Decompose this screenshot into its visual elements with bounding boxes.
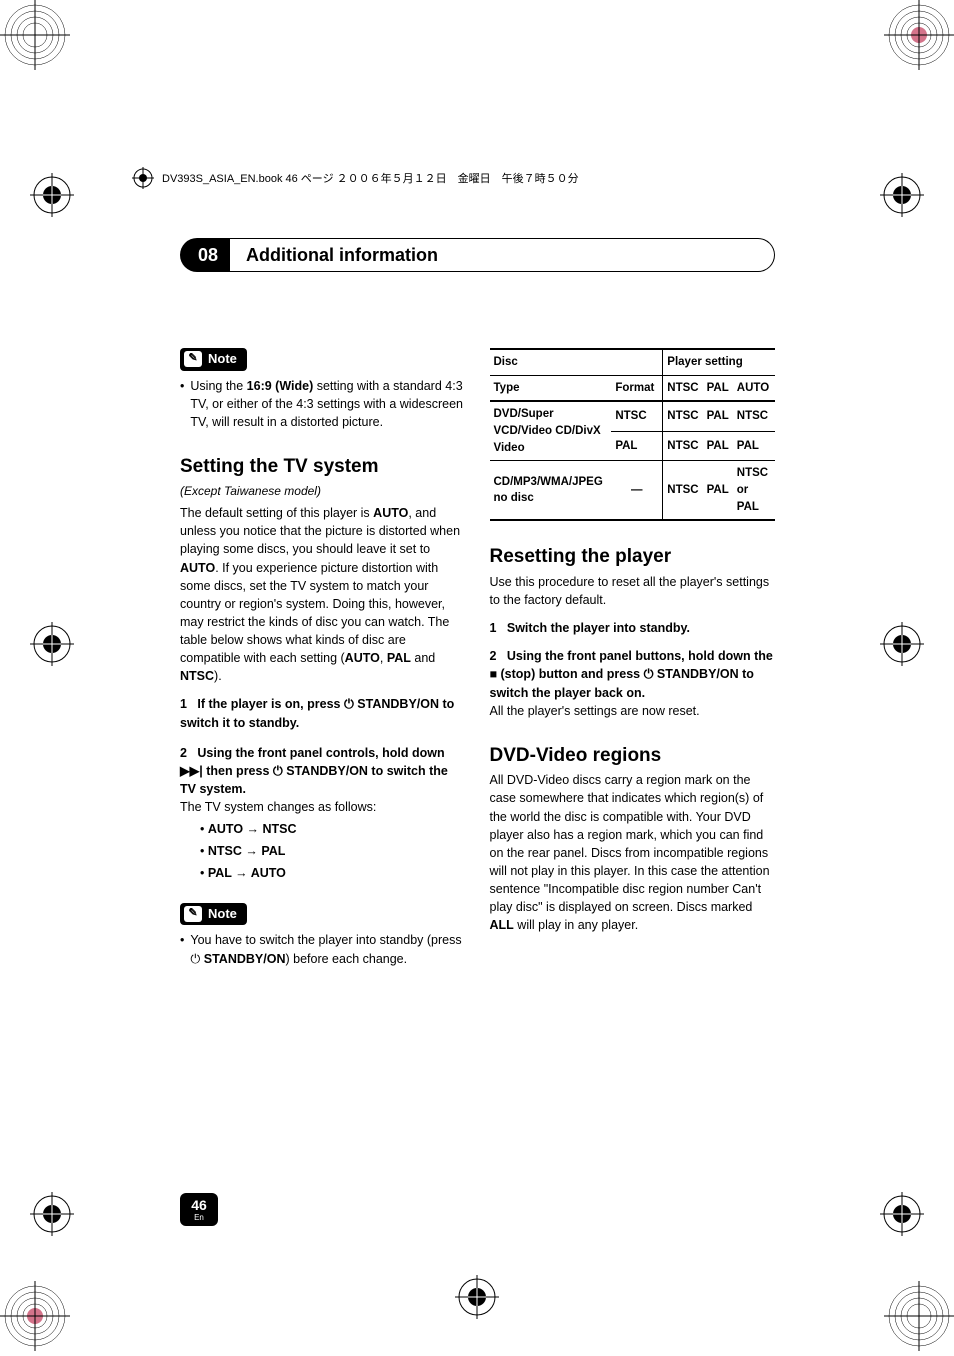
note-badge: ✎ Note (180, 348, 247, 371)
crop-mark (30, 1192, 74, 1236)
right-column: Disc Player setting Type Format NTSC PAL… (490, 348, 776, 970)
left-column: ✎ Note • Using the 16:9 (Wide) setting w… (180, 348, 466, 970)
note-badge: ✎ Note (180, 903, 247, 926)
tv-body: The default setting of this player is AU… (180, 504, 466, 685)
td-type2: CD/MP3/WMA/JPEG no disc (490, 461, 612, 521)
page-number-badge: 46 En (180, 1193, 218, 1226)
tv-changes: The TV system changes as follows: (180, 798, 466, 816)
crop-mark (880, 622, 924, 666)
heading-tv-system: Setting the TV system (180, 453, 466, 481)
td: PAL (703, 431, 733, 460)
crop-mark (880, 1192, 924, 1236)
td: NTSC (733, 401, 775, 431)
book-header: DV393S_ASIA_EN.book 46 ページ ２００６年５月１２日 金曜… (132, 167, 579, 189)
registration-mark-tl (0, 0, 70, 70)
note-label: Note (208, 350, 237, 369)
regions-body: All DVD-Video discs carry a region mark … (490, 771, 776, 934)
th-type: Type (490, 375, 612, 401)
tv-bullet2: • NTSC → PAL (180, 842, 466, 860)
heading-regions: DVD-Video regions (490, 742, 776, 770)
page-lang: En (190, 1213, 208, 1222)
td-fmt2: — (611, 461, 662, 521)
tv-step2: 2 Using the front panel controls, hold d… (180, 744, 466, 798)
crop-mark (30, 622, 74, 666)
crop-mark (455, 1275, 499, 1319)
chapter-header: 08 Additional information (180, 238, 775, 272)
td: NTSC (663, 461, 703, 521)
heading-reset: Resetting the player (490, 543, 776, 571)
tv-step1: 1 If the player is on, press ⏻ STANDBY/O… (180, 695, 466, 731)
th-auto: AUTO (733, 375, 775, 401)
th-pal: PAL (703, 375, 733, 401)
note-label: Note (208, 905, 237, 924)
bullet-dot: • (180, 377, 184, 431)
tv-bullet1: • AUTO → NTSC (180, 820, 466, 838)
pencil-icon: ✎ (184, 906, 202, 922)
crop-mark (880, 173, 924, 217)
reset-step2: 2 Using the front panel buttons, hold do… (490, 647, 776, 701)
td: PAL (703, 461, 733, 521)
registration-mark-bl (0, 1281, 70, 1351)
player-setting-table: Disc Player setting Type Format NTSC PAL… (490, 348, 776, 521)
crop-mark (30, 173, 74, 217)
th-disc: Disc (490, 349, 663, 375)
th-ntsc: NTSC (663, 375, 703, 401)
td: NTSC (663, 401, 703, 431)
reset-step1: 1 Switch the player into standby. (490, 619, 776, 637)
td-fmt1b: PAL (611, 431, 662, 460)
td: NTSC (663, 431, 703, 460)
td: NTSC or PAL (733, 461, 775, 521)
pencil-icon: ✎ (184, 351, 202, 367)
chapter-title: Additional information (230, 238, 775, 272)
registration-mark-tr (884, 0, 954, 70)
td-fmt1a: NTSC (611, 401, 662, 431)
bullet-dot: • (180, 931, 184, 967)
td: PAL (733, 431, 775, 460)
page-number: 46 (191, 1197, 207, 1213)
th-player: Player setting (663, 349, 775, 375)
book-header-text: DV393S_ASIA_EN.book 46 ページ ２００６年５月１２日 金曜… (162, 170, 579, 186)
registration-mark-br (884, 1281, 954, 1351)
tv-bullet3: • PAL → AUTO (180, 864, 466, 882)
reset-after: All the player's settings are now reset. (490, 702, 776, 720)
tv-except: (Except Taiwanese model) (180, 483, 466, 500)
crop-mark-icon (132, 167, 154, 189)
note-text: Using the 16:9 (Wide) setting with a sta… (190, 377, 465, 431)
reset-body: Use this procedure to reset all the play… (490, 573, 776, 609)
td-type1: DVD/Super VCD/Video CD/DivX Video (490, 401, 612, 461)
td: PAL (703, 401, 733, 431)
chapter-number: 08 (180, 238, 230, 272)
th-format: Format (611, 375, 662, 401)
note2-text: You have to switch the player into stand… (190, 931, 465, 967)
